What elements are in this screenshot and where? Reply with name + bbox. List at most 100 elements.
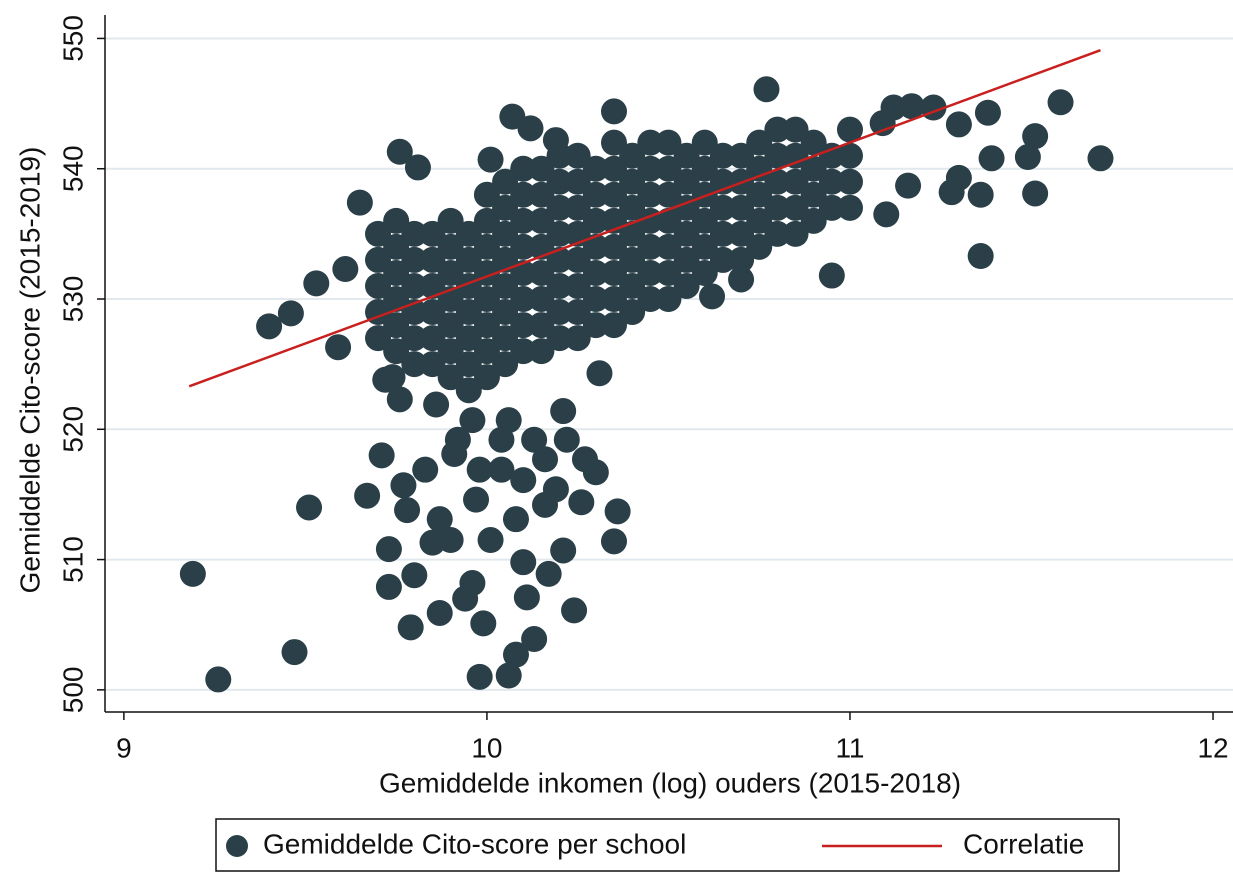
point bbox=[895, 172, 922, 199]
point bbox=[397, 614, 424, 641]
point bbox=[459, 407, 486, 434]
point bbox=[528, 312, 555, 339]
point bbox=[800, 155, 827, 182]
point bbox=[967, 181, 994, 208]
y-axis-title: Gemiddelde Cito-score (2015-2019) bbox=[14, 147, 45, 594]
point bbox=[390, 472, 417, 499]
point bbox=[564, 194, 591, 221]
point bbox=[600, 98, 627, 125]
legend-box bbox=[215, 818, 1120, 872]
point bbox=[709, 246, 736, 273]
point bbox=[655, 181, 682, 208]
point bbox=[368, 442, 395, 469]
point bbox=[401, 246, 428, 273]
point bbox=[546, 168, 573, 195]
point bbox=[473, 312, 500, 339]
point bbox=[655, 259, 682, 286]
point bbox=[455, 299, 482, 326]
point bbox=[473, 233, 500, 260]
point bbox=[604, 498, 631, 525]
point bbox=[473, 364, 500, 391]
point bbox=[401, 220, 428, 247]
point bbox=[586, 360, 613, 387]
point bbox=[691, 181, 718, 208]
point bbox=[546, 142, 573, 169]
point bbox=[412, 456, 439, 483]
point bbox=[375, 573, 402, 600]
point bbox=[709, 220, 736, 247]
point bbox=[582, 312, 609, 339]
point bbox=[782, 168, 809, 195]
point bbox=[655, 207, 682, 234]
point bbox=[383, 338, 410, 365]
point bbox=[746, 233, 773, 260]
point bbox=[637, 286, 664, 313]
point bbox=[488, 426, 515, 453]
legend-label: Correlatie bbox=[963, 828, 1084, 859]
point bbox=[517, 115, 544, 142]
x-tick-label: 10 bbox=[471, 732, 502, 763]
point bbox=[303, 270, 330, 297]
point bbox=[281, 639, 308, 666]
point bbox=[655, 155, 682, 182]
point bbox=[419, 272, 446, 299]
point bbox=[753, 76, 780, 103]
y-tick-label: 500 bbox=[57, 666, 88, 713]
point bbox=[600, 233, 627, 260]
point bbox=[568, 489, 595, 516]
point bbox=[419, 246, 446, 273]
point bbox=[205, 666, 232, 693]
point bbox=[528, 181, 555, 208]
point bbox=[394, 497, 421, 524]
point bbox=[619, 168, 646, 195]
point bbox=[782, 194, 809, 221]
point bbox=[709, 142, 736, 169]
point bbox=[332, 256, 359, 283]
point bbox=[655, 286, 682, 313]
point bbox=[637, 233, 664, 260]
point bbox=[419, 299, 446, 326]
point bbox=[619, 142, 646, 169]
point bbox=[492, 272, 519, 299]
point bbox=[600, 259, 627, 286]
point bbox=[502, 506, 529, 533]
legend-label: Gemiddelde Cito-score per school bbox=[263, 828, 686, 859]
point bbox=[553, 426, 580, 453]
point bbox=[582, 233, 609, 260]
point bbox=[673, 220, 700, 247]
point bbox=[600, 129, 627, 156]
point bbox=[488, 456, 515, 483]
point bbox=[437, 259, 464, 286]
point bbox=[619, 272, 646, 299]
point bbox=[528, 259, 555, 286]
point bbox=[510, 207, 537, 234]
point bbox=[179, 560, 206, 587]
point bbox=[466, 663, 493, 690]
point bbox=[709, 194, 736, 221]
point bbox=[521, 426, 548, 453]
point bbox=[437, 338, 464, 365]
point bbox=[728, 246, 755, 273]
point bbox=[600, 312, 627, 339]
point bbox=[404, 154, 431, 181]
point bbox=[546, 220, 573, 247]
legend-marker bbox=[226, 835, 248, 857]
point bbox=[473, 181, 500, 208]
point bbox=[818, 262, 845, 289]
point bbox=[673, 272, 700, 299]
point bbox=[383, 312, 410, 339]
point bbox=[818, 142, 845, 169]
point bbox=[354, 482, 381, 509]
point bbox=[836, 116, 863, 143]
point bbox=[673, 142, 700, 169]
point bbox=[728, 266, 755, 293]
point bbox=[1022, 180, 1049, 207]
point bbox=[437, 312, 464, 339]
point bbox=[437, 527, 464, 554]
point bbox=[492, 351, 519, 378]
x-tick-label: 11 bbox=[835, 732, 864, 763]
point bbox=[619, 246, 646, 273]
point bbox=[564, 142, 591, 169]
point bbox=[600, 286, 627, 313]
point bbox=[510, 286, 537, 313]
